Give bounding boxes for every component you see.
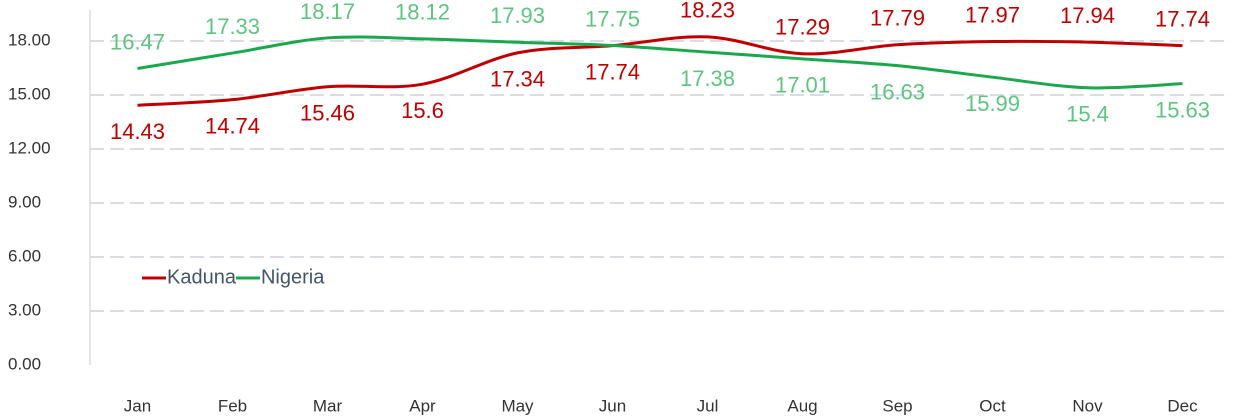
data-label: 17.74 [1155, 6, 1210, 31]
data-label: 17.75 [585, 6, 640, 31]
data-label: 14.43 [110, 119, 165, 144]
data-label: 17.74 [585, 59, 640, 84]
data-label: 16.63 [870, 79, 925, 104]
legend-label: Kaduna [167, 266, 237, 288]
x-tick-label: Aug [787, 396, 817, 415]
data-label: 17.97 [965, 2, 1020, 27]
x-tick-label: Jun [599, 396, 626, 415]
y-tick-label: 12.00 [8, 138, 51, 157]
data-label: 18.17 [300, 0, 355, 24]
x-tick-label: Jul [697, 396, 719, 415]
data-label: 17.93 [490, 3, 545, 28]
data-label: 17.01 [775, 73, 830, 98]
series-line [137, 35, 1183, 90]
y-tick-label: 9.00 [8, 192, 41, 211]
series-line [137, 35, 1183, 107]
x-tick-label: Apr [409, 396, 436, 415]
data-label: 15.6 [401, 98, 444, 123]
legend-label: Nigeria [261, 266, 325, 288]
x-tick-label: Oct [979, 396, 1006, 415]
x-tick-label: Dec [1167, 396, 1198, 415]
data-label: 17.29 [775, 15, 830, 40]
y-tick-label: 15.00 [8, 84, 51, 103]
data-label: 17.79 [870, 6, 925, 31]
y-tick-label: 3.00 [8, 300, 41, 319]
data-label: 15.46 [300, 101, 355, 126]
data-label: 17.34 [490, 67, 545, 92]
data-label: 14.74 [205, 113, 260, 138]
data-label: 15.4 [1066, 102, 1109, 127]
x-tick-label: Sep [882, 396, 912, 415]
data-label: 16.47 [110, 29, 165, 54]
data-label: 18.23 [680, 0, 735, 23]
data-label: 15.63 [1155, 97, 1210, 122]
y-tick-label: 18.00 [8, 30, 51, 49]
data-label: 17.94 [1060, 3, 1115, 28]
data-label: 15.99 [965, 91, 1020, 116]
x-tick-label: Jan [124, 396, 151, 415]
x-tick-label: May [501, 396, 534, 415]
y-tick-label: 0.00 [8, 354, 41, 373]
y-tick-label: 6.00 [8, 246, 41, 265]
data-label: 18.12 [395, 0, 450, 25]
x-tick-label: Nov [1072, 396, 1103, 415]
data-label: 17.33 [205, 14, 260, 39]
x-tick-label: Feb [218, 396, 247, 415]
data-label: 17.38 [680, 66, 735, 91]
x-tick-label: Mar [313, 396, 343, 415]
